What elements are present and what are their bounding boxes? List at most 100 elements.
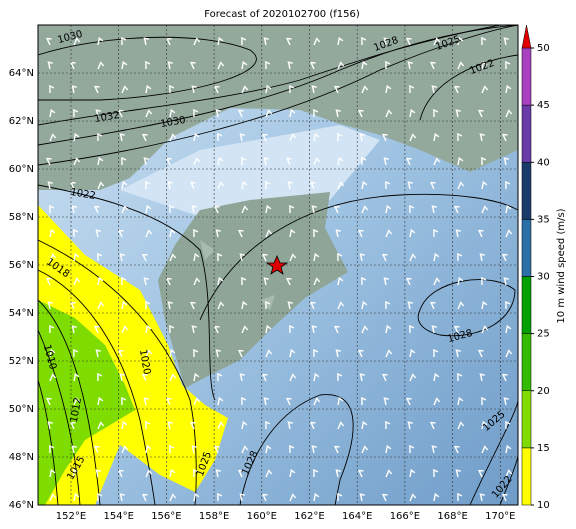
wind-barb (335, 229, 341, 238)
wind-barb (73, 492, 80, 502)
wind-barb (505, 204, 512, 214)
wind-barb (383, 397, 389, 406)
wind-barb (265, 204, 272, 214)
wind-barb (49, 444, 55, 454)
wind-barb (141, 253, 148, 262)
lat-label: 46°N (9, 500, 34, 511)
wind-barb (385, 469, 393, 478)
wind-barb (217, 36, 224, 46)
wind-barb (309, 61, 316, 70)
wind-barb (429, 61, 436, 70)
wind-barb (361, 36, 367, 46)
lat-label: 60°N (9, 164, 34, 175)
wind-barb (261, 253, 268, 262)
wind-barb (457, 301, 465, 310)
wind-barb (193, 372, 200, 382)
wind-barb (121, 325, 129, 334)
wind-barb (431, 325, 437, 334)
wind-barb (287, 421, 293, 430)
wind-barb (361, 420, 368, 430)
wind-barb (97, 276, 104, 286)
wind-barb (313, 468, 319, 478)
wind-barb (241, 180, 248, 190)
wind-barb (433, 252, 440, 262)
wind-barb (407, 421, 413, 430)
map-area (38, 25, 518, 505)
wind-barb (289, 468, 296, 478)
wind-barb (479, 253, 485, 262)
wind-barb (381, 253, 388, 262)
wind-barb (313, 157, 321, 166)
lon-label: 160°E (247, 511, 277, 522)
wind-barb (357, 349, 364, 358)
wind-barb (169, 228, 176, 238)
map-frame (37, 24, 519, 506)
wind-barb (455, 349, 461, 358)
wind-barb (169, 133, 177, 142)
wind-barb (457, 252, 463, 262)
wind-barb (261, 373, 268, 382)
wind-barb (145, 420, 151, 430)
wind-barb (431, 445, 437, 454)
lon-label: 154°E (103, 511, 133, 522)
wind-barb (95, 349, 101, 358)
colorbar-segment (521, 333, 532, 391)
wind-barb (337, 372, 343, 382)
wind-barb (119, 133, 125, 142)
wind-barb (453, 85, 460, 94)
colorbar-extend (521, 24, 532, 49)
wind-barb (117, 469, 124, 478)
wind-barb (453, 325, 460, 334)
wind-barb (193, 277, 201, 286)
wind-barb (121, 205, 129, 214)
wind-barb (193, 228, 199, 238)
wind-barb (193, 492, 200, 502)
wind-barb (433, 492, 440, 502)
wind-barb (337, 156, 344, 166)
wind-barb (289, 228, 296, 238)
wind-barb (455, 109, 461, 118)
colorbar-tick-label: 25 (537, 329, 550, 340)
wind-barb (385, 180, 391, 190)
wind-barb (311, 325, 317, 334)
wind-barb (313, 372, 320, 382)
wind-barb (337, 61, 345, 70)
wind-barb (333, 205, 340, 214)
wind-barb (49, 324, 55, 334)
wind-barb (193, 157, 201, 166)
wind-barb (433, 372, 440, 382)
wind-barb (455, 229, 461, 238)
wind-barb (239, 493, 245, 502)
wind-barb (409, 468, 416, 478)
wind-barb (337, 252, 343, 262)
wind-barb (47, 61, 53, 70)
wind-barb (167, 181, 173, 190)
wind-barb (97, 492, 103, 502)
wind-barb (241, 445, 249, 454)
wind-barb (47, 181, 53, 190)
colorbar-tick-label: 50 (537, 43, 550, 54)
wind-barb (73, 372, 80, 382)
wind-barb (409, 324, 415, 334)
wind-barb (453, 205, 460, 214)
wind-barb (95, 109, 101, 118)
wind-barb (455, 469, 461, 478)
wind-barb (503, 157, 509, 166)
wind-barb (49, 133, 57, 142)
wind-barb (97, 181, 105, 190)
wind-barb (169, 348, 176, 358)
lon-label: 170°E (485, 511, 515, 522)
wind-barb (121, 36, 127, 46)
wind-barb (93, 445, 100, 454)
wind-barb (479, 133, 485, 142)
wind-barb (97, 252, 103, 262)
colorbar-label: 10 m wind speed (m/s) (556, 208, 567, 323)
wind-barb (311, 205, 317, 214)
wind-barb (189, 301, 196, 310)
wind-barb (481, 325, 489, 334)
wind-20 (38, 300, 135, 505)
wind-barb (97, 61, 105, 70)
wind-barb (217, 181, 225, 190)
wind-barb (405, 157, 412, 166)
wind-barb (143, 397, 149, 406)
